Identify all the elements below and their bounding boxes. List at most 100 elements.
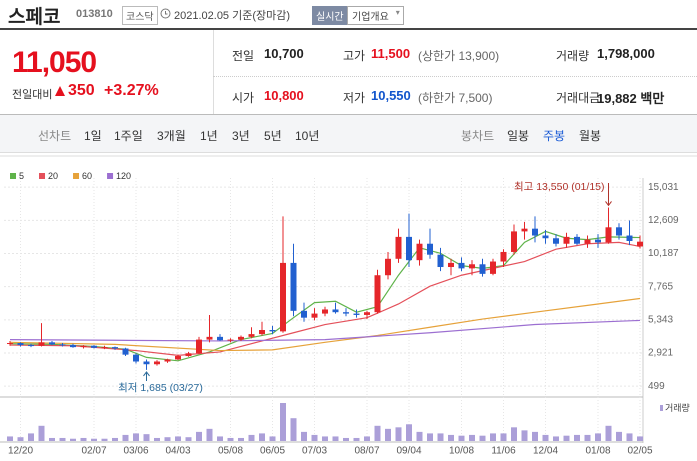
- candle-body: [311, 313, 318, 318]
- legend-label: 5: [19, 171, 24, 181]
- volume-bar: [185, 437, 192, 441]
- y-tick-label: 5,343: [648, 314, 673, 325]
- candle-body: [59, 344, 66, 346]
- line-tab[interactable]: 10년: [295, 129, 320, 143]
- volume-bar: [311, 434, 318, 441]
- candle-body: [353, 313, 360, 315]
- volume-label: 거래량: [665, 402, 690, 413]
- volume-bar: [322, 436, 328, 441]
- volume-bar: [500, 433, 507, 441]
- base-date: 2021.02.05 기준(장마감): [174, 10, 291, 22]
- candle-body: [521, 228, 528, 232]
- annotation-arrowhead: [143, 371, 150, 377]
- volume-bar: [175, 436, 181, 441]
- volume-bar: [206, 428, 213, 441]
- tab-group-label: 선차트: [38, 129, 72, 143]
- stat-value: 10,700: [264, 46, 304, 61]
- legend-swatch: [39, 173, 46, 179]
- x-tick-label: 11/06: [491, 446, 516, 457]
- volume-bar: [280, 403, 286, 441]
- current-price: 11,050: [12, 46, 97, 79]
- volume-bar: [70, 438, 76, 441]
- stat-note: (하한가 7,500): [418, 91, 493, 105]
- line-tab[interactable]: 1주일: [114, 129, 143, 143]
- volume-bar: [364, 436, 370, 441]
- x-tick-label: 02/07: [81, 446, 106, 457]
- candle-body: [626, 235, 633, 241]
- volume-bar: [521, 430, 528, 441]
- stat-value: 10,550: [371, 88, 411, 103]
- volume-bar: [532, 431, 538, 441]
- volume-bar: [406, 424, 412, 441]
- candle-body: [595, 239, 601, 243]
- stat-label: 시가: [232, 91, 255, 105]
- candle-body: [269, 330, 276, 332]
- line-tab[interactable]: 3년: [232, 129, 250, 143]
- stat-note: (상한가 13,900): [418, 49, 500, 63]
- x-tick-label: 01/08: [585, 446, 610, 457]
- candle-body: [511, 231, 517, 252]
- candle-body: [80, 345, 87, 348]
- volume-bar: [490, 433, 496, 441]
- line-tab[interactable]: 5년: [264, 129, 282, 143]
- candle-body: [238, 336, 244, 340]
- x-tick-label: 05/08: [218, 446, 243, 457]
- volume-bar: [164, 437, 171, 441]
- quote-rule: [0, 114, 697, 115]
- candle-body: [322, 309, 328, 314]
- candle-body: [154, 361, 160, 365]
- volume-bar: [290, 418, 297, 441]
- candle-tab[interactable]: 월봉: [579, 129, 602, 143]
- legend-swatch: [660, 405, 663, 411]
- realtime-button[interactable]: 실시간: [312, 6, 348, 25]
- x-tick-label: 06/05: [260, 446, 285, 457]
- high-annotation: 최고 13,550 (01/15): [514, 181, 605, 193]
- candle-body: [227, 339, 234, 341]
- volume-bar: [584, 434, 591, 441]
- candle-body: [49, 342, 55, 345]
- volume-bar: [616, 431, 622, 441]
- line-tab[interactable]: 3개월: [157, 129, 186, 143]
- volume-bar: [154, 437, 160, 441]
- dropdown-arrow: ▾: [395, 8, 400, 17]
- row-divider: [213, 76, 697, 77]
- candle-body: [500, 251, 507, 262]
- tab-bar: [0, 115, 697, 153]
- line-tab[interactable]: 1년: [200, 129, 218, 143]
- x-tick-label: 03/06: [123, 446, 148, 457]
- volume-bar: [395, 427, 402, 441]
- volume-bar: [91, 438, 97, 441]
- volume-bar: [38, 425, 45, 441]
- stat-value: 1,798,000: [597, 46, 655, 61]
- candle-body: [301, 310, 307, 318]
- divider: [213, 30, 214, 114]
- y-tick-label: 12,609: [648, 215, 679, 226]
- x-tick-label: 04/03: [165, 446, 190, 457]
- candle-body: [532, 228, 538, 236]
- candle-body: [122, 348, 129, 355]
- volume-bar: [217, 436, 223, 441]
- x-tick-label: 09/04: [396, 446, 421, 457]
- candle-body: [175, 356, 181, 360]
- volume-bar: [448, 434, 454, 441]
- candle-tab[interactable]: 주봉: [543, 129, 566, 143]
- candle-body: [101, 347, 108, 349]
- line-tab[interactable]: 1일: [84, 129, 102, 143]
- candle-tab[interactable]: 일봉: [507, 129, 530, 143]
- candle-body: [143, 361, 150, 365]
- overview-button[interactable]: 기업개요 ▾: [347, 6, 404, 25]
- change-rate: +3.27%: [104, 82, 159, 99]
- moving-average-line: [9, 297, 641, 352]
- candle-body: [616, 227, 622, 236]
- candle-body: [637, 241, 643, 247]
- moving-average-line: [9, 319, 641, 342]
- legend-label: 60: [82, 171, 92, 181]
- tab-group-label: 봉차트: [461, 129, 495, 143]
- change-value: 350: [68, 82, 95, 99]
- clock-icon: [160, 8, 171, 19]
- candle-body: [259, 330, 265, 335]
- volume-bar: [343, 437, 349, 441]
- volume-bar: [427, 433, 433, 441]
- stat-label: 고가: [343, 49, 366, 63]
